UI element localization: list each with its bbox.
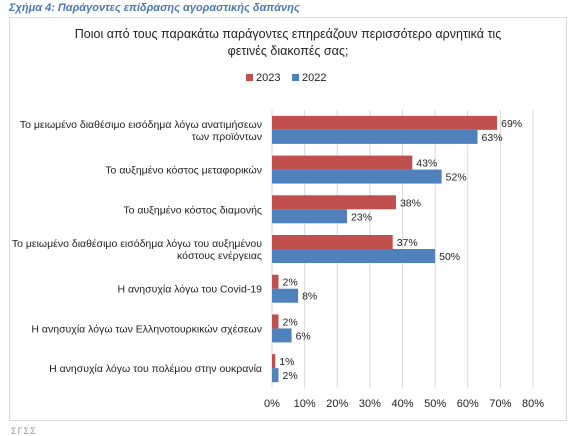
- category-label: Το μειωμένο διαθέσιμο εισόδημα λόγω ανατ…: [20, 119, 262, 131]
- category-label: Το αυξημένο κόστος μεταφορικών: [105, 165, 262, 177]
- bar-2023: [272, 195, 396, 210]
- data-label-2022: 2%: [283, 370, 298, 382]
- x-tick-label: 10%: [294, 398, 316, 410]
- x-tick-label: 60%: [457, 398, 479, 410]
- data-label-2022: 63%: [482, 132, 503, 144]
- data-label-2023: 69%: [501, 118, 522, 130]
- legend-swatch-2022: [292, 74, 299, 81]
- figure-caption: Σχήμα 4: Παράγοντες επίδρασης αγοραστική…: [9, 2, 300, 14]
- bar-2023: [272, 314, 279, 329]
- bar-2023: [272, 155, 413, 170]
- x-tick-label: 40%: [391, 398, 413, 410]
- bar-2022: [272, 368, 279, 383]
- bar-2022: [272, 288, 299, 303]
- data-label-2022: 52%: [446, 172, 467, 184]
- footer-fragment: ΣΓΣΣ: [11, 426, 37, 436]
- chart-subtitle: Ποιοι από τους παρακάτω παράγοντες επηρε…: [75, 27, 501, 58]
- chart-frame: Ποιοι από τους παρακάτω παράγοντες επηρε…: [9, 17, 567, 421]
- data-label-2023: 37%: [397, 237, 418, 249]
- category-label: Η ανησυχία λόγω του πολέμου στην ουκρανί…: [49, 363, 262, 375]
- x-tick-label: 20%: [326, 398, 348, 410]
- category-label: Η ανησυχία λόγω των Ελληνοτουρκικών σχέσ…: [31, 323, 262, 335]
- bars: 69% 63% 43% 52% 38% 23% 37% 50% 2% 8% 2% 6% 1% 2%: [272, 115, 522, 383]
- legend-label-2023: 2023: [256, 72, 280, 84]
- bar-2022: [272, 209, 348, 224]
- x-tick-label: 30%: [359, 398, 381, 410]
- category-label: κόστους ενέργειας: [177, 250, 262, 262]
- legend-label-2022: 2022: [302, 72, 326, 84]
- data-label-2022: 23%: [351, 211, 372, 223]
- data-label-2023: 43%: [416, 158, 437, 170]
- data-label-2022: 8%: [302, 291, 317, 303]
- category-label: Η ανησυχία λόγω του Covid-19: [117, 284, 262, 296]
- x-tick-label: 0%: [264, 398, 280, 410]
- bar-2023: [272, 115, 498, 130]
- legend-swatch-2023: [246, 74, 253, 81]
- data-label-2023: 38%: [400, 197, 421, 209]
- chart-subtitle-line: φετινές διακοπές σας;: [228, 44, 349, 58]
- bar-2022: [272, 129, 478, 144]
- bar-2023: [272, 354, 276, 369]
- bar-2022: [272, 169, 442, 184]
- bar-2022: [272, 328, 292, 343]
- data-label-2023: 2%: [283, 316, 298, 328]
- x-axis-ticks: 0% 10% 20% 30% 40% 50% 60% 70% 80%: [264, 398, 544, 410]
- x-tick-label: 80%: [522, 398, 544, 410]
- x-tick-label: 50%: [424, 398, 446, 410]
- category-labels: Το μειωμένο διαθέσιμο εισόδημα λόγω ανατ…: [12, 119, 262, 375]
- data-label-2023: 2%: [283, 277, 298, 289]
- chart-subtitle-line: Ποιοι από τους παρακάτω παράγοντες επηρε…: [75, 27, 501, 41]
- category-label: Το μειωμένο διαθέσιμο εισόδημα λόγω του …: [12, 238, 262, 250]
- category-label: Το αυξημένο κόστος διαμονής: [123, 204, 262, 216]
- chart: Ποιοι από τους παρακάτω παράγοντες επηρε…: [12, 27, 544, 410]
- bar-2023: [272, 235, 393, 249]
- data-label-2023: 1%: [279, 356, 294, 368]
- category-label: των προϊόντων: [192, 131, 262, 143]
- data-label-2022: 50%: [439, 251, 460, 263]
- bar-2023: [272, 274, 279, 289]
- x-tick-label: 70%: [489, 398, 511, 410]
- bar-2022: [272, 249, 436, 263]
- legend: 2023 2022: [246, 72, 326, 84]
- data-label-2022: 6%: [296, 330, 311, 342]
